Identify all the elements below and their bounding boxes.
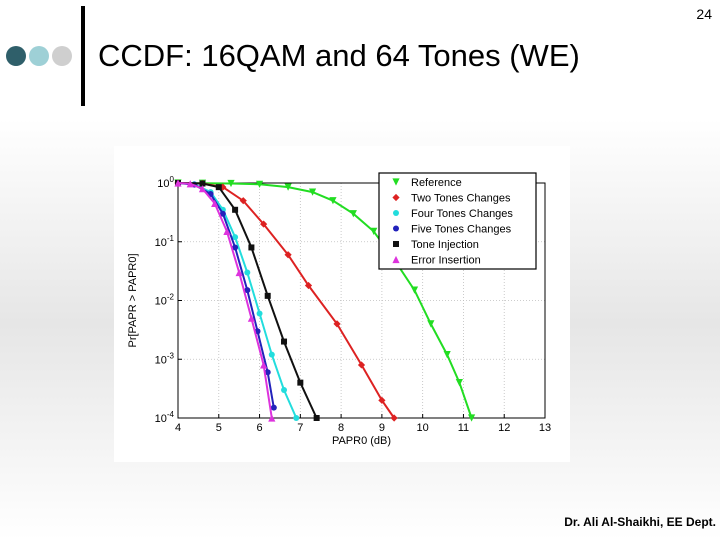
series-point-0 [468, 414, 476, 422]
x-tick-label: 11 [458, 422, 469, 434]
series-point-4 [264, 292, 271, 299]
series-point-2 [232, 234, 239, 241]
slide-title: CCDF: 16QAM and 64 Tones (WE) [98, 38, 580, 73]
legend-marker [392, 178, 400, 186]
x-tick-label: 10 [417, 422, 429, 434]
series-point-3 [244, 287, 251, 294]
series-point-5 [198, 185, 207, 193]
series-point-0 [349, 210, 357, 218]
series-point-5 [235, 268, 243, 277]
x-tick-label: 5 [216, 422, 222, 434]
legend-marker [393, 241, 399, 247]
legend-marker [393, 210, 399, 216]
series-point-5 [260, 361, 268, 369]
y-tick-label: 10-2 [155, 293, 175, 308]
series-point-0 [329, 197, 337, 205]
series-point-0 [427, 320, 435, 328]
x-tick-label: 7 [297, 422, 303, 434]
page-number: 24 [696, 6, 712, 22]
y-tick-label: 10-4 [155, 410, 175, 425]
series-point-4 [281, 338, 288, 345]
series-point-1 [378, 396, 386, 404]
series-line-2 [177, 182, 298, 419]
y-axis-label: Pr[PAPR > PAPR0] [127, 253, 139, 347]
x-tick-label: 9 [379, 422, 385, 434]
bullet-dot-teal [29, 46, 49, 66]
x-tick-label: 12 [498, 422, 510, 434]
series-point-0 [410, 286, 419, 294]
series-point-5 [174, 179, 182, 187]
y-tick-label: 100 [157, 175, 174, 190]
x-tick-label: 13 [539, 422, 551, 434]
series-point-1 [239, 197, 247, 205]
series-point-5 [211, 199, 219, 207]
series-point-2 [256, 310, 263, 317]
series-point-0 [443, 350, 451, 359]
legend-marker [392, 193, 400, 202]
series-point-0 [227, 179, 235, 188]
series-point-0 [308, 188, 317, 196]
legend-label: Tone Injection [411, 239, 479, 251]
legend-label: Error Insertion [411, 255, 481, 267]
series-point-2 [293, 415, 300, 421]
y-tick-label: 10-3 [155, 351, 175, 366]
series-point-1 [333, 320, 341, 328]
x-tick-label: 6 [256, 422, 262, 434]
legend-label: Reference [411, 177, 462, 189]
series-point-4 [232, 206, 239, 213]
x-tick-label: 8 [338, 422, 344, 434]
series-point-0 [255, 180, 264, 188]
series-point-0 [370, 227, 378, 236]
series-point-3 [232, 244, 239, 251]
series-point-3 [270, 404, 277, 411]
series-point-1 [357, 361, 366, 369]
series-point-0 [455, 379, 463, 387]
legend-label: Two Tones Changes [411, 193, 511, 205]
series-point-5 [223, 227, 231, 236]
series-point-2 [281, 386, 288, 393]
x-tick-label: 4 [175, 422, 181, 434]
series-point-4 [199, 180, 206, 187]
ccdf-chart: 4 5 6 7 8 9 10 11 12 13 100 10-1 10-2 10-3 10-4 PAPR0 (… [114, 146, 570, 462]
series-point-2 [244, 269, 251, 276]
legend-marker [392, 255, 400, 264]
series-point-4 [215, 184, 222, 191]
series-point-1 [390, 414, 398, 422]
legend-label: Five Tones Changes [411, 224, 512, 236]
chart-svg: 4 5 6 7 8 9 10 11 12 13 100 10-1 10-2 10-3 10-4 PAPR0 (… [127, 172, 551, 447]
title-divider [81, 6, 85, 106]
series-point-5 [268, 414, 276, 422]
series-point-0 [284, 183, 292, 191]
series-point-3 [264, 369, 271, 376]
series-point-2 [268, 351, 275, 358]
series-point-3 [219, 210, 226, 217]
y-tick-label: 10-1 [155, 234, 175, 249]
footer-author: Dr. Ali Al-Shaikhi, EE Dept. [564, 515, 716, 529]
legend-box [378, 172, 537, 270]
series-point-4 [313, 415, 320, 421]
series-point-4 [248, 244, 255, 251]
x-axis-label: PAPR0 (dB) [332, 435, 391, 447]
legend-marker [393, 225, 399, 232]
bullet-dot-dark [6, 46, 26, 66]
title-bullet-dots [6, 46, 72, 68]
series-point-4 [297, 379, 304, 386]
series-point-1 [304, 281, 313, 290]
series-point-5 [186, 180, 194, 188]
bullet-dot-gray [52, 46, 72, 66]
legend-label: Four Tones Changes [411, 208, 513, 220]
series-point-5 [247, 314, 255, 322]
